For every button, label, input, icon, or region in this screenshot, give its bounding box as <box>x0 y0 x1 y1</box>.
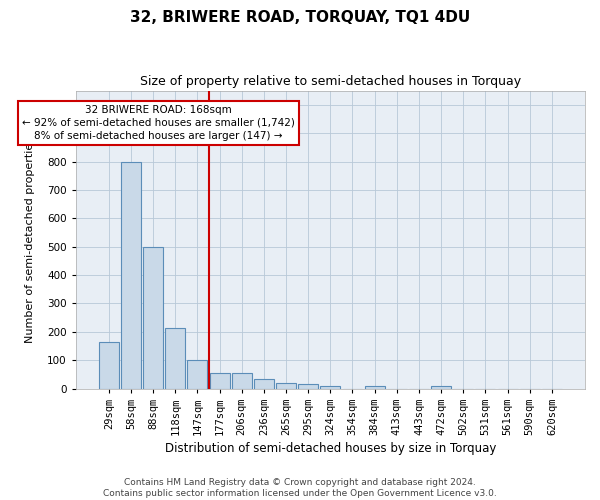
X-axis label: Distribution of semi-detached houses by size in Torquay: Distribution of semi-detached houses by … <box>164 442 496 455</box>
Bar <box>365 386 385 388</box>
Bar <box>298 384 318 388</box>
Bar <box>209 373 230 388</box>
Bar <box>431 386 451 388</box>
Bar <box>187 360 208 388</box>
Bar <box>121 162 141 388</box>
Bar <box>254 378 274 388</box>
Text: 32, BRIWERE ROAD, TORQUAY, TQ1 4DU: 32, BRIWERE ROAD, TORQUAY, TQ1 4DU <box>130 10 470 25</box>
Bar <box>166 328 185 388</box>
Bar <box>320 386 340 388</box>
Title: Size of property relative to semi-detached houses in Torquay: Size of property relative to semi-detach… <box>140 75 521 88</box>
Y-axis label: Number of semi-detached properties: Number of semi-detached properties <box>25 136 35 342</box>
Bar <box>99 342 119 388</box>
Bar <box>276 383 296 388</box>
Text: Contains HM Land Registry data © Crown copyright and database right 2024.
Contai: Contains HM Land Registry data © Crown c… <box>103 478 497 498</box>
Text: 32 BRIWERE ROAD: 168sqm
← 92% of semi-detached houses are smaller (1,742)
8% of : 32 BRIWERE ROAD: 168sqm ← 92% of semi-de… <box>22 104 295 141</box>
Bar <box>143 246 163 388</box>
Bar <box>232 373 252 388</box>
